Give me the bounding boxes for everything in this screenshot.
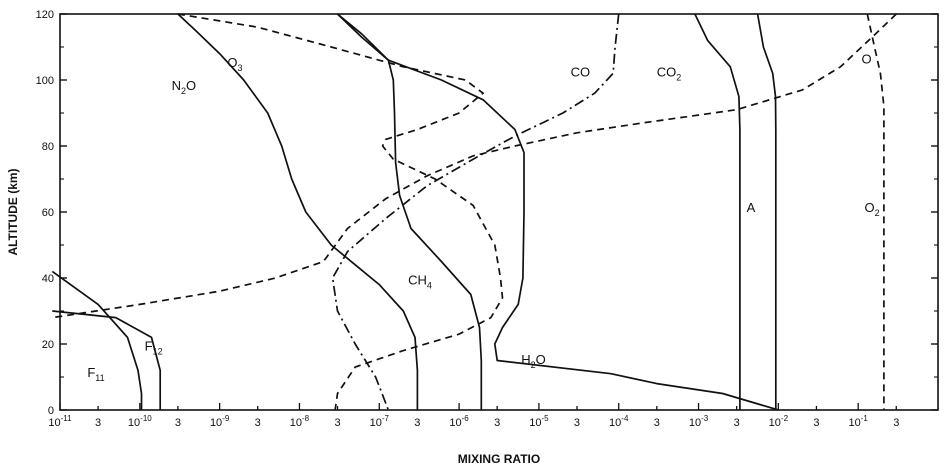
y-tick-label: 40: [42, 273, 54, 285]
curve-o3: [177, 13, 504, 411]
curve-co2: [694, 13, 741, 410]
y-axis-title: ALTITUDE (km): [6, 168, 20, 255]
x-tick-label: 10-10: [128, 414, 152, 429]
y-tick-label: 60: [42, 207, 54, 219]
x-tick-label: 3: [654, 417, 660, 429]
x-tick-label: 3: [255, 417, 261, 429]
x-tick-label: 3: [414, 417, 420, 429]
y-tick-label: 100: [36, 75, 54, 87]
label-f11: F11: [87, 365, 104, 383]
curve-o2: [866, 13, 885, 410]
x-tick-label: 10-9: [210, 414, 230, 429]
curve-h2o: [336, 13, 779, 411]
x-tick-label: 10-3: [689, 414, 709, 429]
label-co: CO: [571, 65, 591, 80]
y-tick-label: 0: [48, 405, 54, 417]
x-tick-label: 3: [813, 417, 819, 429]
curve-f11: [51, 270, 143, 410]
x-tick-label: 10-7: [370, 414, 390, 429]
x-tick-label: 3: [893, 417, 899, 429]
label-h2o: H2O: [521, 352, 546, 370]
label-ch4: CH4: [408, 273, 432, 291]
x-tick-label: 3: [95, 417, 101, 429]
x-tick-label: 3: [574, 417, 580, 429]
plot-frame: [59, 13, 939, 411]
curve-n2o: [177, 13, 419, 410]
x-tick-label: 3: [334, 417, 340, 429]
x-tick-label: 3: [494, 417, 500, 429]
label-n2o: N2O: [172, 78, 197, 96]
x-tick-label: 10-8: [290, 414, 310, 429]
x-axis-title: MIXING RATIO: [458, 452, 540, 466]
x-tick-label: 10-6: [449, 414, 469, 429]
curve-co: [331, 13, 620, 411]
y-tick-label: 80: [42, 141, 54, 153]
x-tick-label: 10-4: [609, 414, 629, 429]
y-tick-label: 20: [42, 339, 54, 351]
label-f12: F12: [145, 339, 163, 357]
x-tick-label: 3: [175, 417, 181, 429]
curve-f12: [52, 310, 162, 410]
label-a: A: [747, 200, 756, 215]
x-tick-label: 10-2: [769, 414, 789, 429]
label-co2: CO2: [657, 65, 682, 83]
x-tick-label: 10-1: [848, 414, 868, 429]
y-tick-label: 120: [36, 9, 54, 21]
curve-o: [52, 13, 897, 319]
label-o: O: [861, 52, 871, 67]
label-o2: O2: [865, 200, 880, 218]
x-tick-label: 10-5: [529, 414, 549, 429]
curve-a: [756, 13, 777, 410]
x-tick-label: 3: [734, 417, 740, 429]
curve-ch4: [336, 13, 483, 410]
